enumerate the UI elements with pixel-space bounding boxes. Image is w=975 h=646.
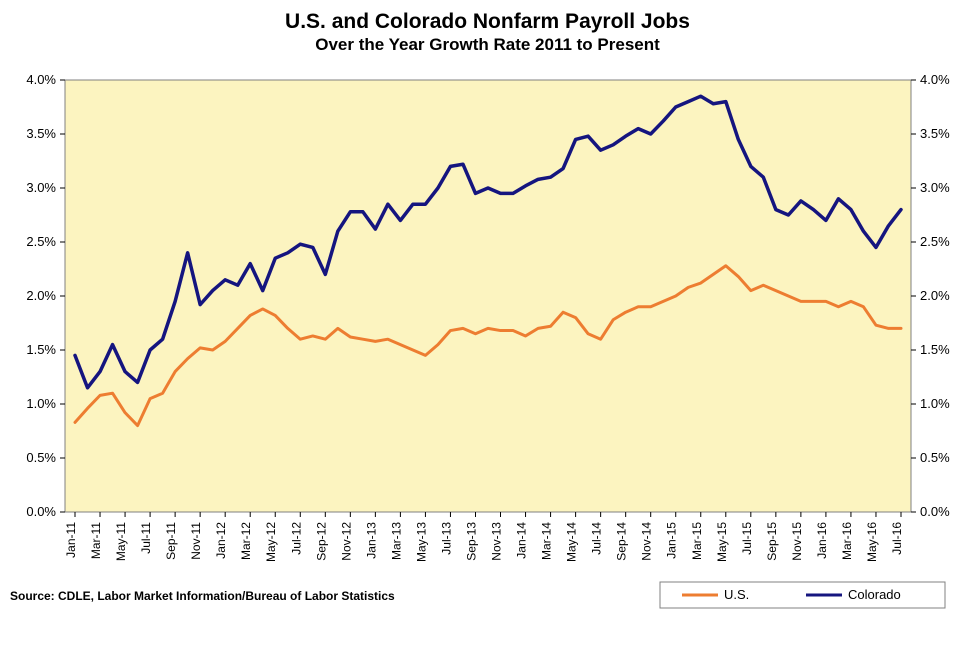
chart-svg: U.S. and Colorado Nonfarm Payroll Jobs Ov…: [0, 0, 975, 646]
x-tick-label: Jul-15: [740, 522, 754, 555]
y-tick-label-left: 0.5%: [26, 450, 56, 465]
source-text: Source: CDLE, Labor Market Information/B…: [10, 589, 395, 603]
x-tick-label: Jul-16: [890, 522, 904, 555]
x-tick-label: Sep-13: [464, 522, 478, 561]
x-tick-label: Mar-15: [690, 522, 704, 560]
y-tick-label-right: 1.0%: [920, 396, 950, 411]
y-tick-label-right: 3.5%: [920, 126, 950, 141]
y-tick-label-left: 3.0%: [26, 180, 56, 195]
y-tick-label-left: 2.5%: [26, 234, 56, 249]
y-tick-label-left: 0.0%: [26, 504, 56, 519]
legend-label: U.S.: [724, 587, 749, 602]
y-tick-label-right: 3.0%: [920, 180, 950, 195]
x-tick-label: May-16: [865, 522, 879, 562]
y-tick-label-left: 1.0%: [26, 396, 56, 411]
x-tick-label: May-11: [114, 522, 128, 561]
x-tick-label: May-15: [715, 522, 729, 562]
x-tick-label: Jan-12: [214, 522, 228, 559]
x-tick-label: Jul-14: [590, 522, 604, 555]
x-tick-label: Mar-16: [840, 522, 854, 560]
x-tick-label: Sep-14: [615, 522, 629, 561]
y-tick-label-right: 1.5%: [920, 342, 950, 357]
plot-area: [65, 80, 911, 512]
chart-title: U.S. and Colorado Nonfarm Payroll Jobs: [285, 10, 690, 33]
y-tick-label-left: 4.0%: [26, 72, 56, 87]
x-tick-label: Jul-13: [439, 522, 453, 555]
x-tick-label: May-14: [565, 522, 579, 562]
x-tick-label: Jan-14: [515, 522, 529, 559]
x-tick-label: Jan-11: [64, 522, 78, 558]
x-tick-label: Sep-11: [164, 522, 178, 560]
y-tick-label-right: 4.0%: [920, 72, 950, 87]
x-tick-label: Mar-11: [89, 522, 103, 559]
legend-label: Colorado: [848, 587, 901, 602]
x-tick-label: Nov-15: [790, 522, 804, 561]
chart-subtitle: Over the Year Growth Rate 2011 to Presen…: [315, 35, 660, 54]
x-tick-label: Jan-16: [815, 522, 829, 559]
x-tick-label: Jul-12: [289, 522, 303, 555]
x-tick-label: Nov-14: [640, 522, 654, 561]
x-tick-label: Sep-15: [765, 522, 779, 561]
chart-container: U.S. and Colorado Nonfarm Payroll Jobs Ov…: [0, 0, 975, 646]
x-tick-label: May-12: [264, 522, 278, 562]
y-tick-label-right: 2.0%: [920, 288, 950, 303]
y-tick-label-left: 2.0%: [26, 288, 56, 303]
y-tick-label-right: 0.5%: [920, 450, 950, 465]
y-tick-label-right: 2.5%: [920, 234, 950, 249]
y-tick-label-left: 3.5%: [26, 126, 56, 141]
y-tick-label-right: 0.0%: [920, 504, 950, 519]
x-tick-label: Nov-12: [339, 522, 353, 561]
x-tick-label: Mar-12: [239, 522, 253, 560]
x-tick-label: Nov-11: [189, 522, 203, 560]
x-tick-label: Jan-13: [364, 522, 378, 559]
x-tick-label: May-13: [414, 522, 428, 562]
x-tick-label: Jan-15: [665, 522, 679, 559]
x-tick-label: Mar-14: [540, 522, 554, 560]
x-tick-label: Jul-11: [139, 522, 153, 554]
y-tick-label-left: 1.5%: [26, 342, 56, 357]
x-tick-label: Sep-12: [314, 522, 328, 561]
x-tick-label: Mar-13: [389, 522, 403, 560]
x-tick-label: Nov-13: [490, 522, 504, 561]
